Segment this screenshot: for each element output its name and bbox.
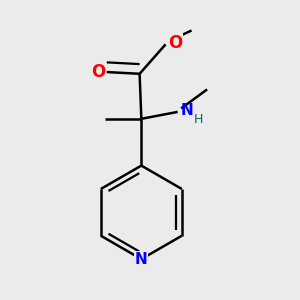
Text: H: H xyxy=(193,113,203,126)
Text: O: O xyxy=(168,34,183,52)
Text: O: O xyxy=(91,63,105,81)
Text: N: N xyxy=(181,103,193,118)
Text: N: N xyxy=(135,252,148,267)
